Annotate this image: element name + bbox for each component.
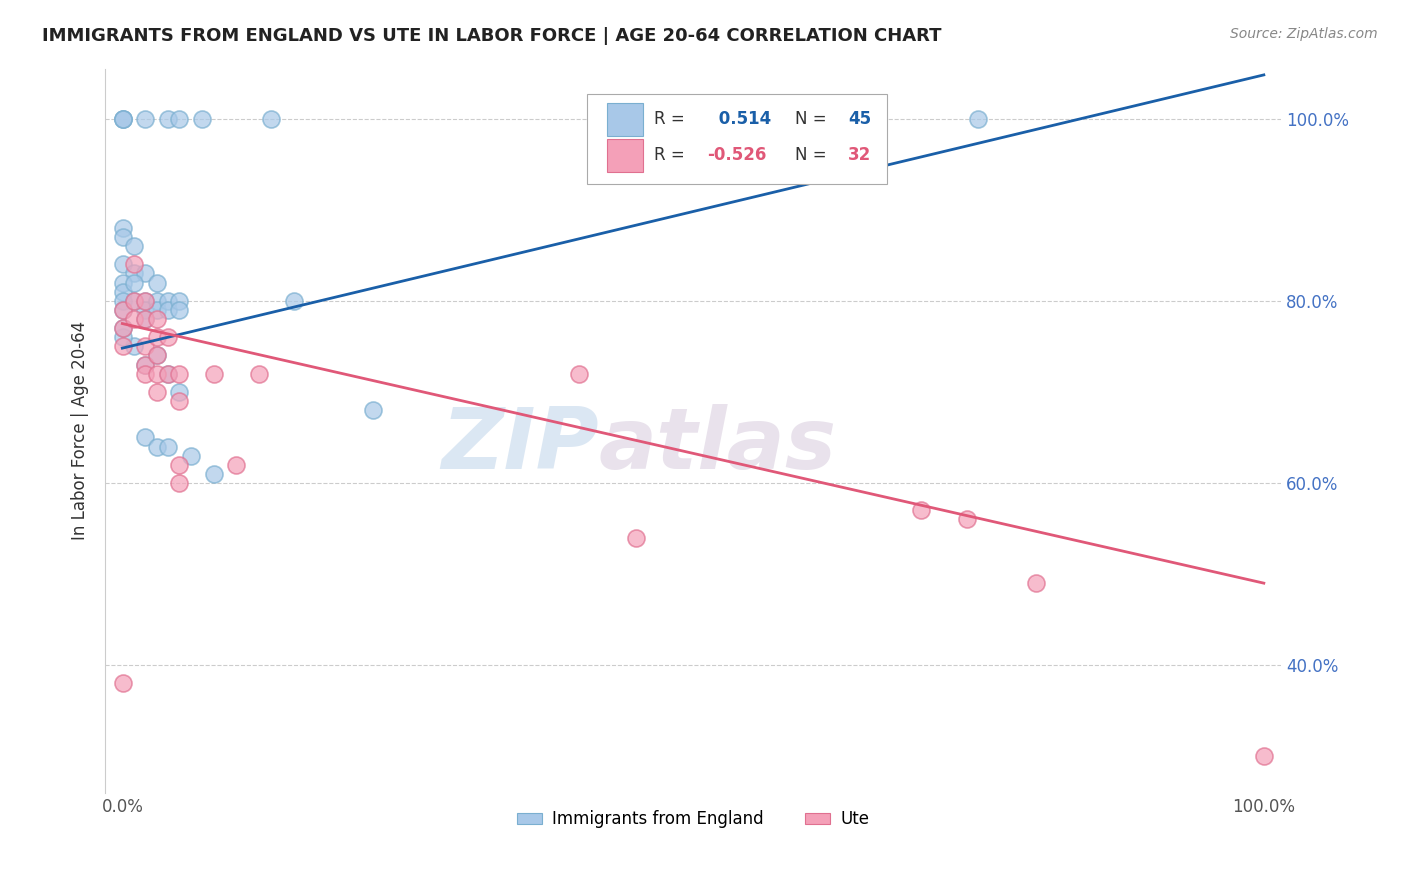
- Point: [112, 285, 135, 299]
- Point: [134, 358, 156, 372]
- Point: [169, 394, 191, 409]
- Point: [145, 293, 167, 308]
- Point: [134, 430, 156, 444]
- Point: [112, 112, 135, 126]
- Point: [156, 330, 179, 344]
- Point: [145, 348, 167, 362]
- Point: [225, 458, 247, 472]
- FancyBboxPatch shape: [607, 103, 643, 136]
- Point: [145, 384, 167, 399]
- Point: [112, 676, 135, 690]
- Point: [145, 312, 167, 326]
- Y-axis label: In Labor Force | Age 20-64: In Labor Force | Age 20-64: [72, 321, 89, 541]
- Point: [112, 293, 135, 308]
- Point: [169, 293, 191, 308]
- Point: [112, 321, 135, 335]
- Point: [156, 440, 179, 454]
- Point: [122, 293, 145, 308]
- Point: [202, 367, 225, 381]
- Text: R =: R =: [654, 111, 690, 128]
- Point: [134, 302, 156, 317]
- Text: R =: R =: [654, 146, 685, 164]
- Point: [1025, 576, 1047, 591]
- Point: [956, 512, 979, 526]
- Point: [169, 384, 191, 399]
- Point: [191, 112, 214, 126]
- Text: ZIP: ZIP: [441, 403, 599, 486]
- Point: [568, 367, 591, 381]
- Text: 0.514: 0.514: [713, 111, 772, 128]
- Text: Source: ZipAtlas.com: Source: ZipAtlas.com: [1230, 27, 1378, 41]
- Point: [145, 367, 167, 381]
- Point: [363, 403, 385, 417]
- Point: [112, 330, 135, 344]
- Point: [122, 339, 145, 353]
- Point: [283, 293, 305, 308]
- Point: [169, 458, 191, 472]
- Point: [112, 276, 135, 290]
- Point: [145, 302, 167, 317]
- Point: [134, 312, 156, 326]
- Point: [156, 367, 179, 381]
- Point: [169, 112, 191, 126]
- Point: [112, 230, 135, 244]
- FancyBboxPatch shape: [588, 94, 887, 185]
- Point: [134, 312, 156, 326]
- Point: [134, 112, 156, 126]
- Point: [967, 112, 990, 126]
- Point: [112, 302, 135, 317]
- Point: [122, 312, 145, 326]
- Point: [156, 302, 179, 317]
- Point: [247, 367, 270, 381]
- Point: [134, 339, 156, 353]
- Text: 45: 45: [848, 111, 872, 128]
- Point: [122, 257, 145, 271]
- Point: [112, 321, 135, 335]
- Point: [1253, 749, 1275, 764]
- Point: [169, 302, 191, 317]
- Point: [112, 221, 135, 235]
- Point: [180, 449, 202, 463]
- Point: [145, 330, 167, 344]
- Point: [156, 293, 179, 308]
- Text: N =: N =: [796, 111, 827, 128]
- Point: [156, 112, 179, 126]
- Point: [260, 112, 283, 126]
- Point: [134, 267, 156, 281]
- Point: [169, 367, 191, 381]
- Text: atlas: atlas: [599, 403, 837, 486]
- Point: [122, 293, 145, 308]
- Point: [112, 257, 135, 271]
- Point: [134, 367, 156, 381]
- Point: [112, 112, 135, 126]
- Point: [134, 358, 156, 372]
- Point: [145, 440, 167, 454]
- Point: [169, 475, 191, 490]
- Point: [112, 339, 135, 353]
- Point: [122, 276, 145, 290]
- Point: [202, 467, 225, 481]
- Point: [122, 267, 145, 281]
- Point: [145, 348, 167, 362]
- Point: [145, 276, 167, 290]
- Point: [134, 293, 156, 308]
- Text: 32: 32: [848, 146, 872, 164]
- Point: [624, 531, 647, 545]
- Point: [112, 302, 135, 317]
- FancyBboxPatch shape: [607, 139, 643, 171]
- Text: IMMIGRANTS FROM ENGLAND VS UTE IN LABOR FORCE | AGE 20-64 CORRELATION CHART: IMMIGRANTS FROM ENGLAND VS UTE IN LABOR …: [42, 27, 942, 45]
- Point: [156, 367, 179, 381]
- Point: [134, 293, 156, 308]
- Point: [910, 503, 932, 517]
- Text: -0.526: -0.526: [707, 146, 766, 164]
- Text: N =: N =: [796, 146, 827, 164]
- Point: [122, 239, 145, 253]
- Legend: Immigrants from England, Ute: Immigrants from England, Ute: [510, 804, 876, 835]
- Point: [112, 112, 135, 126]
